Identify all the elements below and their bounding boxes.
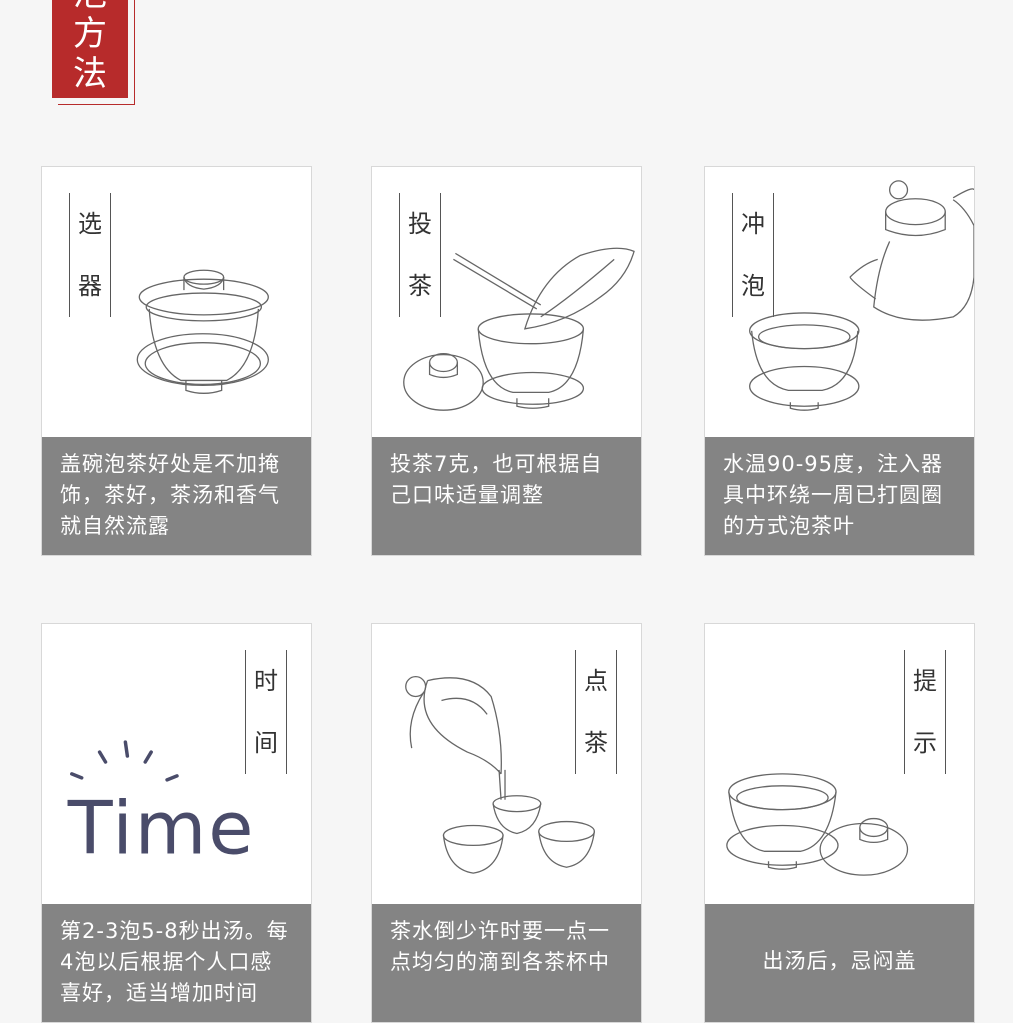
step-description: 水温90-95度，注入器具中环绕一周已打圆圈的方式泡茶叶 [705,437,974,555]
gaiwan-illustration [136,269,269,394]
title-char: 方 [73,14,107,54]
step-label: 投茶 [399,193,441,317]
title-badge-frame [58,0,135,105]
kettle-pour-illustration [749,180,974,411]
tea-scoop-illustration [403,247,635,411]
step-label: 点茶 [575,650,617,774]
time-word: Time [67,786,256,871]
title-char: 泡 [52,0,128,14]
step-description: 盖碗泡茶好处是不加掩饰，茶好，茶汤和香气就自然流露 [42,437,311,555]
time-illustration: Time [67,740,256,871]
step-card-time: 时间 Time 第2-3泡5-8秒出汤。每4泡以后根据个人口感喜好，适当增加时间 [41,623,312,1023]
step-card-pour: 点茶 茶水倒少许时要一点一点均匀的滴到各茶杯中 [371,623,642,1023]
step-label: 时间 [245,650,287,774]
step-card-select-vessel: 选器 盖碗泡茶好处是不加掩饰，茶好，茶汤和香气就自然流露 [41,166,312,556]
step-description: 投茶7克，也可根据自己口味适量调整 [372,437,641,555]
open-gaiwan-illustration [726,773,909,876]
step-description: 出汤后，忌闷盖 [705,904,974,1022]
step-label: 冲泡 [732,193,774,317]
title-badge: 泡 方 法 [52,0,128,98]
step-card-tip: 提示 出汤后，忌闷盖 [704,623,975,1023]
pitcher-cups-illustration [405,675,595,874]
step-description: 茶水倒少许时要一点一点均匀的滴到各茶杯中 [372,904,641,1022]
step-description: 第2-3泡5-8秒出汤。每4泡以后根据个人口感喜好，适当增加时间 [42,904,311,1022]
step-card-add-tea: 投茶 投茶7克，也可根据自己口味适量调整 [371,166,642,556]
step-label: 选器 [69,193,111,317]
step-card-brew: 冲泡 水温90-95度，注入器具中环绕一周已打圆圈的方式泡茶叶 [704,166,975,556]
title-char: 法 [73,54,107,94]
step-label: 提示 [904,650,946,774]
